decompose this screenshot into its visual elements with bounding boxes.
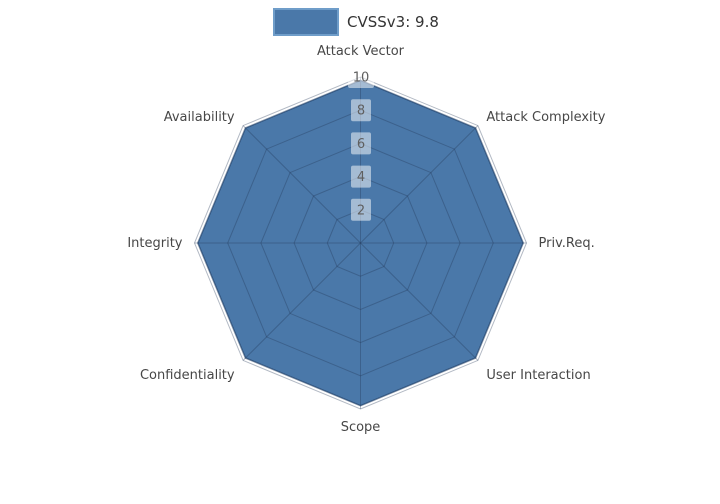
axis-label-availability: Availability (164, 110, 235, 125)
radial-tick-label-8: 8 (357, 104, 365, 119)
axis-label-attack-vector: Attack Vector (317, 44, 405, 59)
radial-tick-box-6 (351, 132, 371, 155)
radial-tick-label-4: 4 (357, 170, 365, 185)
radial-tick-box-10 (348, 66, 374, 88)
legend-label: CVSSv3: 9.8 (347, 13, 439, 31)
axis-label-attack-complexity: Attack Complexity (486, 110, 605, 125)
radial-tick-box-8 (351, 99, 371, 122)
data-polygon-outline (196, 79, 525, 407)
legend-swatch (273, 8, 339, 36)
grid-ring-6 (260, 142, 461, 344)
grid-ring-8 (227, 109, 494, 377)
grid-ring-10 (193, 76, 528, 410)
axis-label-priv-req: Priv.Req. (539, 236, 595, 251)
legend[interactable]: CVSSv3: 9.8 (273, 8, 439, 36)
grid-ring-2 (326, 209, 395, 277)
axis-label-scope: Scope (341, 420, 381, 435)
radial-tick-label-2: 2 (357, 203, 365, 218)
radial-tick-label-6: 6 (357, 137, 365, 152)
axis-spoke (242, 242, 361, 361)
axis-label-confidentiality: Confidentiality (140, 368, 235, 383)
grid-ring-4 (293, 176, 428, 310)
axis-spoke (242, 125, 361, 244)
radial-tick-box-4 (351, 165, 371, 188)
radial-tick-box-2 (351, 198, 371, 221)
axis-spoke (360, 242, 479, 361)
radial-tick-label-10: 10 (353, 71, 370, 86)
axis-label-user-interaction: User Interaction (486, 368, 590, 383)
data-polygon-fill (197, 80, 524, 406)
axis-spoke (360, 125, 479, 244)
axis-label-integrity: Integrity (127, 236, 182, 251)
